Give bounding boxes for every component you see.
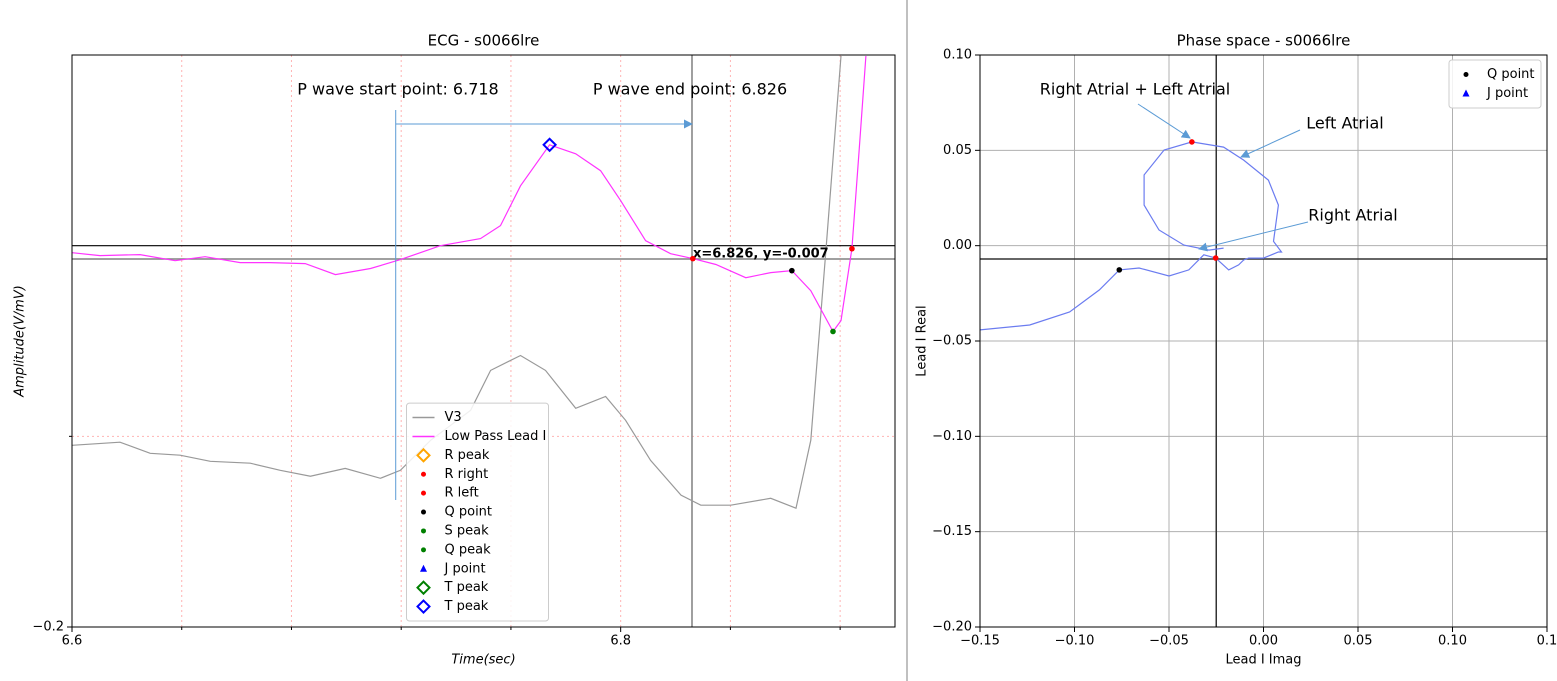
- annotation: P wave end point: 6.826: [593, 80, 787, 99]
- annotation: Left Atrial: [1306, 114, 1383, 133]
- legend-swatch: [421, 528, 426, 534]
- x-tick-label: −0.05: [1149, 634, 1189, 649]
- y-tick-label: −0.05: [932, 334, 972, 349]
- y-tick-label: −0.15: [932, 524, 972, 539]
- legend-swatch: [420, 564, 427, 572]
- x-tick-label: 6.6: [62, 634, 83, 649]
- x-axis-label: Time(sec): [451, 653, 515, 668]
- axes-frame: [71, 54, 896, 628]
- dot-marker: [690, 255, 696, 262]
- x-tick-label: 0.10: [1438, 634, 1467, 649]
- legend-label: J point: [1486, 86, 1528, 101]
- legend-label: Q point: [445, 505, 493, 520]
- annotation-arrow: [1198, 221, 1309, 252]
- dot-marker: [830, 328, 836, 335]
- legend-label: T peak: [444, 580, 489, 595]
- chart-title: Phase space - s0066lre: [1177, 32, 1351, 50]
- y-tick-label: −0.10: [932, 429, 972, 444]
- x-tick-label: 0.1: [1537, 634, 1557, 649]
- dot-marker: [849, 245, 855, 252]
- y-tick-label: 0.10: [943, 48, 972, 63]
- series-line: [72, 55, 867, 333]
- legend-label: R peak: [445, 448, 490, 463]
- plot-area: [72, 55, 895, 627]
- legend-swatch: [416, 580, 431, 596]
- annotation-arrow: [1240, 129, 1301, 158]
- dot-marker: [1212, 255, 1219, 261]
- legend-swatch: [416, 447, 431, 463]
- x-tick-label: 0.00: [1249, 634, 1278, 649]
- annotation: P wave start point: 6.718: [297, 80, 498, 99]
- plot-area: [980, 55, 1547, 627]
- series-line: [72, 55, 842, 510]
- legend-swatch: [421, 547, 426, 553]
- legend-label: Low Pass Lead I: [445, 429, 547, 444]
- y-tick-label: 0.00: [943, 238, 972, 253]
- legend-label: R left: [445, 486, 479, 501]
- x-axis-label: Lead I Imag: [1225, 653, 1301, 668]
- legend-label: Q point: [1487, 67, 1535, 82]
- annotation: Right Atrial: [1308, 206, 1397, 225]
- dot-marker: [1189, 139, 1195, 145]
- chart-title: ECG - s0066lre: [428, 32, 540, 50]
- y-axis-label: Amplitude(V/mV): [13, 285, 28, 398]
- legend-label: V3: [445, 410, 462, 425]
- dot-marker: [1116, 267, 1123, 273]
- dot-marker: [789, 267, 795, 274]
- series-line: [980, 141, 1283, 331]
- x-tick-label: 0.05: [1344, 634, 1373, 649]
- legend-label: Q peak: [445, 542, 492, 557]
- x-tick-label: 6.8: [610, 634, 631, 649]
- annotation-arrow: [1137, 103, 1191, 139]
- legend-swatch: [416, 599, 431, 614]
- legend-label: J point: [444, 561, 486, 576]
- legend-label: R right: [445, 467, 489, 482]
- y-tick-label: 0.05: [943, 143, 972, 158]
- x-tick-label: −0.15: [960, 634, 1000, 649]
- legend-label: T peak: [444, 599, 489, 614]
- axes-frame: [979, 54, 1548, 628]
- legend-swatch: [421, 471, 426, 477]
- y-tick-label: −0.20: [932, 620, 972, 635]
- legend-swatch: [421, 490, 426, 496]
- legend-swatch: [1462, 89, 1470, 97]
- legend-box: [1448, 59, 1542, 109]
- legend-swatch: [421, 509, 426, 515]
- legend-label: S peak: [445, 523, 490, 538]
- annotation: Right Atrial + Left Atrial: [1040, 80, 1230, 99]
- legend-swatch: [1463, 72, 1469, 77]
- diamond-marker: [542, 137, 558, 153]
- legend-box: [406, 402, 549, 622]
- y-tick-label: −0.2: [32, 620, 64, 635]
- x-tick-label: −0.10: [1055, 634, 1095, 649]
- crosshair-label: x=6.826, y=-0.007: [693, 247, 829, 262]
- y-axis-label: Lead I Real: [915, 305, 930, 376]
